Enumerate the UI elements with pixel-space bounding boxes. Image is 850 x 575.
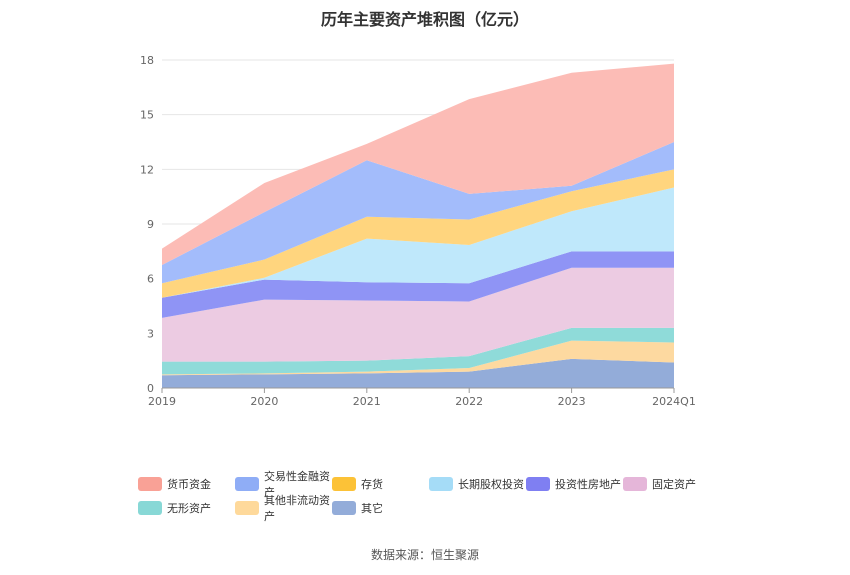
x-tick-label: 2024Q1	[652, 395, 696, 408]
legend-row: 无形资产 其他非流动资产 其它	[138, 494, 738, 523]
area-series-2	[162, 327, 674, 375]
legend-item[interactable]: 货币资金	[138, 476, 235, 492]
legend-label: 货币资金	[167, 478, 211, 491]
legend-swatch	[332, 501, 356, 515]
legend-swatch	[332, 477, 356, 491]
y-tick-label: 18	[140, 54, 154, 67]
legend-item[interactable]: 无形资产	[138, 500, 235, 516]
y-tick-label: 15	[140, 109, 154, 122]
legend-label: 长期股权投资	[458, 478, 524, 491]
legend-label: 无形资产	[167, 502, 211, 515]
legend-item[interactable]: 固定资产	[623, 476, 720, 492]
legend-label: 投资性房地产	[555, 478, 621, 491]
legend-swatch	[429, 477, 453, 491]
x-tick-label: 2023	[558, 395, 586, 408]
y-tick-label: 9	[147, 218, 154, 231]
area-series-1	[162, 340, 674, 376]
area-series-5	[162, 187, 674, 298]
legend-item[interactable]: 投资性房地产	[526, 476, 623, 492]
legend-swatch	[526, 477, 550, 491]
legend-item[interactable]: 交易性金融资产	[235, 468, 332, 500]
source-note: 数据来源：恒生聚源	[370, 548, 479, 562]
legend-label: 其它	[361, 502, 383, 515]
legend-item[interactable]: 长期股权投资	[429, 476, 526, 492]
x-tick-label: 2020	[250, 395, 278, 408]
area-series-0	[162, 358, 674, 388]
y-tick-label: 12	[140, 163, 154, 176]
area-series-7	[162, 142, 674, 284]
legend-item[interactable]: 其它	[332, 500, 429, 516]
y-tick-label: 6	[147, 273, 154, 286]
area-series-4	[162, 251, 674, 318]
legend-label: 固定资产	[652, 478, 696, 491]
area-series-8	[162, 63, 674, 266]
legend-item[interactable]: 存货	[332, 476, 429, 492]
x-tick-label: 2022	[455, 395, 483, 408]
y-tick-label: 0	[147, 382, 154, 395]
legend-label: 存货	[361, 478, 383, 491]
area-series-3	[162, 267, 674, 362]
legend-swatch	[623, 477, 647, 491]
area-series-group	[162, 63, 674, 388]
y-tick-label: 3	[147, 327, 154, 340]
axes: 0 3 6 9 12 15 18 2019 2020 2021 2022 2023 2024Q1	[140, 54, 696, 408]
legend-label: 其他非流动资产	[264, 494, 330, 523]
legend-swatch	[235, 501, 259, 515]
legend: 货币资金 交易性金融资产 存货 长期股权投资 投资性房地产 固定资产 无形资产 其他非流动资…	[138, 470, 738, 523]
legend-swatch	[235, 477, 259, 491]
legend-row: 货币资金 交易性金融资产 存货 长期股权投资 投资性房地产 固定资产	[138, 470, 738, 499]
legend-swatch	[138, 501, 162, 515]
legend-label: 交易性金融资产	[264, 470, 330, 499]
area-series-6	[162, 169, 674, 298]
legend-item[interactable]: 其他非流动资产	[235, 492, 332, 524]
chart-title: 历年主要资产堆积图（亿元）	[320, 10, 529, 29]
legend-swatch	[138, 477, 162, 491]
x-tick-label: 2019	[148, 395, 176, 408]
x-tick-label: 2021	[353, 395, 381, 408]
